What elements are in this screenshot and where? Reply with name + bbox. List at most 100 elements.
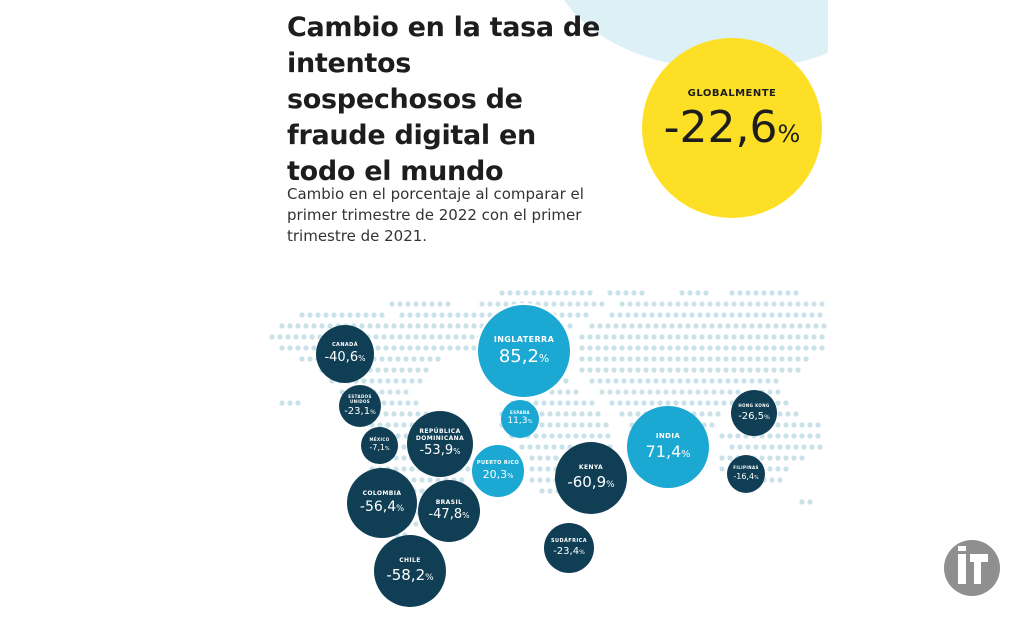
region-value-unit: % [606, 479, 615, 490]
map-dot [609, 400, 615, 406]
map-dot [445, 334, 451, 340]
map-dot [767, 389, 773, 395]
map-dot [437, 301, 443, 307]
map-dot [567, 312, 573, 318]
map-dot [787, 301, 793, 307]
map-dot [533, 433, 539, 439]
map-dot [771, 367, 777, 373]
map-dot [749, 378, 755, 384]
map-dot [407, 312, 413, 318]
map-dot [611, 356, 617, 362]
map-dot [745, 444, 751, 450]
map-dot [529, 455, 535, 461]
map-dot [821, 323, 827, 329]
map-dot [691, 356, 697, 362]
map-dot [405, 301, 411, 307]
map-dot [819, 334, 825, 340]
map-dot [697, 400, 703, 406]
map-dot [279, 400, 285, 406]
map-dot [587, 334, 593, 340]
map-dot [379, 312, 385, 318]
map-dot [657, 400, 663, 406]
map-dot [729, 290, 735, 296]
map-dot [607, 290, 613, 296]
map-dot [377, 378, 383, 384]
region-value-number: 11,3 [507, 416, 528, 427]
map-dot [557, 433, 563, 439]
map-dot [533, 400, 539, 406]
map-dot [395, 389, 401, 395]
map-dot [727, 389, 733, 395]
map-dot [669, 378, 675, 384]
region-bubble: ESTADOS UNIDOS -23,1% [339, 385, 381, 427]
map-dot [643, 334, 649, 340]
region-value-unit: % [538, 351, 550, 365]
map-dot [715, 411, 721, 417]
region-name: CHILE [399, 557, 421, 565]
map-dot [421, 334, 427, 340]
region-value-unit: % [453, 447, 461, 457]
map-dot [621, 378, 627, 384]
map-dot [391, 323, 397, 329]
region-value-unit: % [681, 449, 691, 461]
map-dot [309, 334, 315, 340]
map-dot [447, 312, 453, 318]
map-dot [705, 400, 711, 406]
map-dot [779, 356, 785, 362]
map-dot [801, 444, 807, 450]
map-dot [311, 345, 317, 351]
map-dot [627, 345, 633, 351]
map-dot [463, 312, 469, 318]
map-dot [779, 301, 785, 307]
region-value: 11,3% [507, 416, 533, 427]
map-dot [671, 389, 677, 395]
map-dot [529, 477, 535, 483]
map-dot [415, 411, 421, 417]
map-dot [639, 389, 645, 395]
map-dot [415, 367, 421, 373]
map-dot [579, 334, 585, 340]
map-dot [413, 400, 419, 406]
map-dot [739, 345, 745, 351]
map-dot [675, 345, 681, 351]
map-dot [763, 345, 769, 351]
map-dot [673, 400, 679, 406]
map-dot [439, 312, 445, 318]
map-dot [783, 455, 789, 461]
map-dot [303, 345, 309, 351]
map-dot [347, 312, 353, 318]
map-dot [413, 334, 419, 340]
map-dot [579, 345, 585, 351]
infographic-title: Cambio en la tasa de intentos sospechoso… [287, 12, 600, 187]
region-name: INGLATERRA [493, 334, 555, 344]
map-dot [371, 312, 377, 318]
map-dot [667, 334, 673, 340]
map-dot [409, 466, 415, 472]
global-value-number: -22,6 [663, 102, 778, 153]
map-dot [635, 334, 641, 340]
map-dot [623, 290, 629, 296]
map-dot [705, 312, 711, 318]
map-dot [631, 290, 637, 296]
region-value-unit: % [358, 353, 366, 363]
map-dot [753, 444, 759, 450]
map-dot [565, 389, 571, 395]
map-dot [635, 367, 641, 373]
map-dot [719, 389, 725, 395]
map-dot [773, 323, 779, 329]
map-dot [683, 367, 689, 373]
map-dot [381, 334, 387, 340]
map-dot [747, 334, 753, 340]
map-dot [571, 290, 577, 296]
map-dot [627, 301, 633, 307]
map-dot [529, 466, 535, 472]
map-dot [299, 312, 305, 318]
map-dot [627, 356, 633, 362]
map-dot [631, 389, 637, 395]
region-value-unit: % [527, 419, 533, 426]
map-dot [603, 345, 609, 351]
map-dot [675, 356, 681, 362]
map-dot [615, 389, 621, 395]
map-dot [567, 323, 573, 329]
map-dot [769, 477, 775, 483]
